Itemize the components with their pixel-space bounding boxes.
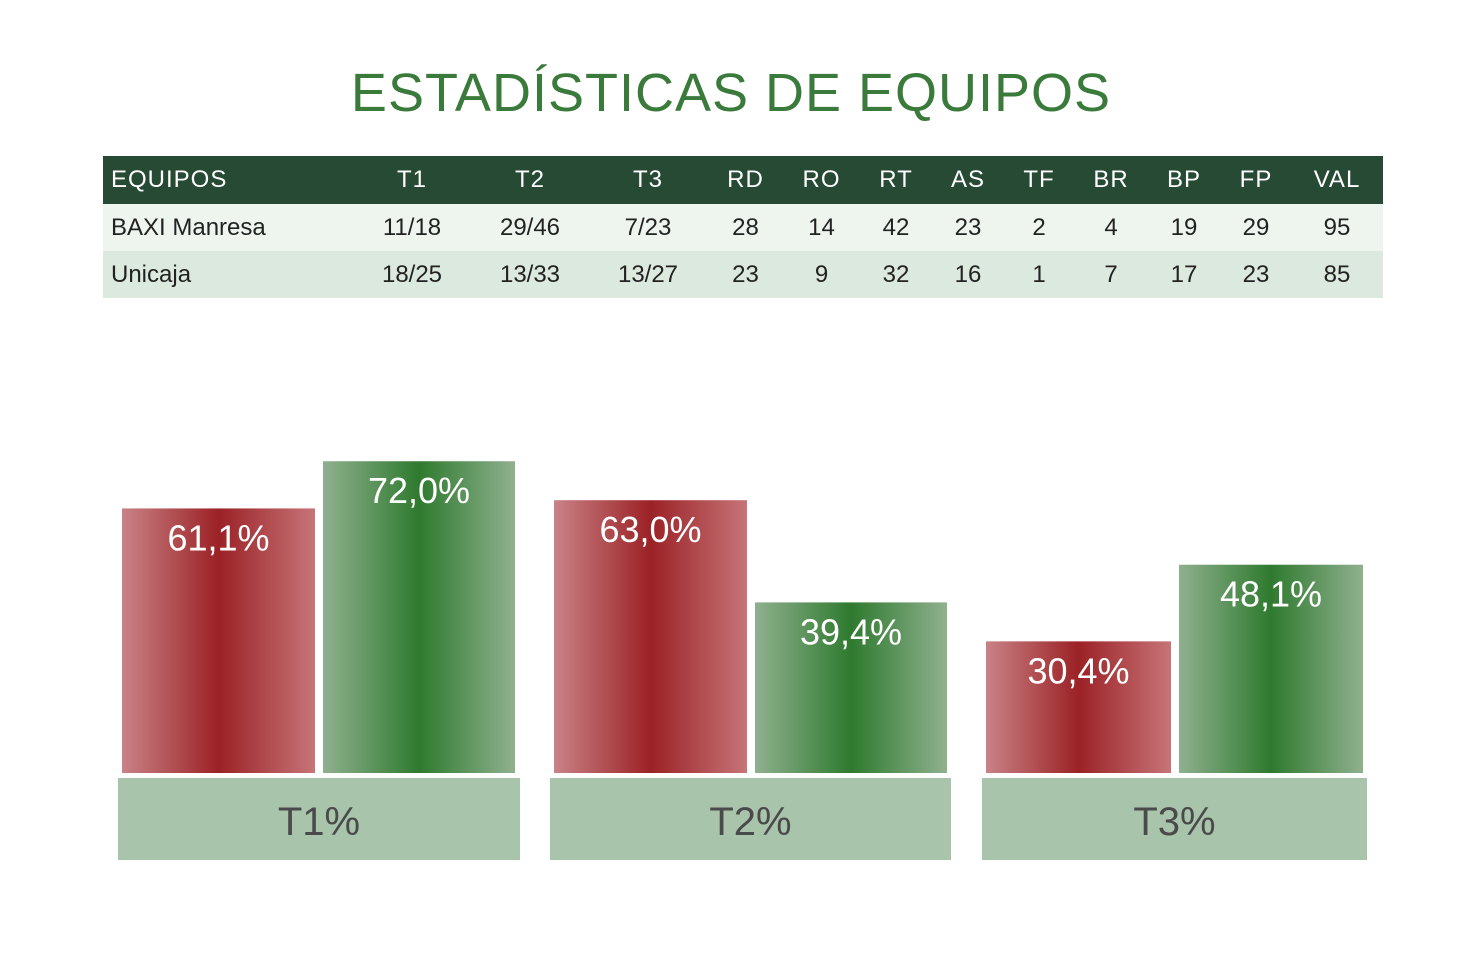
bar-series1-T3: [1179, 564, 1363, 773]
header-ro: RO: [784, 156, 859, 204]
bar-value-label: 30,4%: [1027, 650, 1129, 691]
cell-fp: 29: [1221, 204, 1291, 251]
header-as: AS: [933, 156, 1003, 204]
page-title: ESTADÍSTICAS DE EQUIPOS: [350, 63, 1112, 123]
header-fp: FP: [1221, 156, 1291, 204]
cell-team: BAXI Manresa: [103, 204, 353, 251]
cell-bp: 17: [1147, 251, 1221, 298]
header-rt: RT: [859, 156, 933, 204]
cell-ro: 14: [784, 204, 859, 251]
cell-t3: 13/27: [589, 251, 707, 298]
category-label: T2%: [709, 800, 791, 844]
bar-series0-T3: [986, 641, 1171, 773]
bar-value-label: 39,4%: [800, 611, 902, 652]
cell-val: 95: [1291, 204, 1383, 251]
cell-rt: 32: [859, 251, 933, 298]
category-label: T3%: [1133, 800, 1215, 844]
header-bp: BP: [1147, 156, 1221, 204]
bar-value-label: 61,1%: [167, 517, 269, 558]
bar-value-label: 72,0%: [368, 470, 470, 511]
cell-tf: 1: [1003, 251, 1075, 298]
bar-series1-T2: [755, 602, 947, 773]
bar-series0-T1: [122, 508, 315, 773]
cell-ro: 9: [784, 251, 859, 298]
cell-t1: 18/25: [353, 251, 471, 298]
table-row: BAXI Manresa 11/18 29/46 7/23 28 14 42 2…: [103, 204, 1383, 251]
cell-bp: 19: [1147, 204, 1221, 251]
cell-rd: 28: [707, 204, 784, 251]
bar-value-label: 48,1%: [1220, 574, 1322, 615]
header-val: VAL: [1291, 156, 1383, 204]
cell-t1: 11/18: [353, 204, 471, 251]
header-br: BR: [1075, 156, 1147, 204]
cell-val: 85: [1291, 251, 1383, 298]
table-row: Unicaja 18/25 13/33 13/27 23 9 32 16 1 7…: [103, 251, 1383, 298]
cell-br: 4: [1075, 204, 1147, 251]
cell-t3: 7/23: [589, 204, 707, 251]
category-box-2: [982, 778, 1367, 860]
category-label: T1%: [278, 800, 360, 844]
category-box-0: [118, 778, 520, 860]
header-tf: TF: [1003, 156, 1075, 204]
header-equipos: EQUIPOS: [103, 156, 353, 204]
header-t2: T2: [471, 156, 589, 204]
cell-rt: 42: [859, 204, 933, 251]
header-t1: T1: [353, 156, 471, 204]
bar-series0-T2: [554, 500, 747, 773]
cell-fp: 23: [1221, 251, 1291, 298]
cell-t2: 29/46: [471, 204, 589, 251]
bar-series1-T1: [323, 461, 515, 773]
cell-t2: 13/33: [471, 251, 589, 298]
cell-br: 7: [1075, 251, 1147, 298]
bar-value-label: 63,0%: [599, 509, 701, 550]
cell-tf: 2: [1003, 204, 1075, 251]
team-stats-table: EQUIPOS T1 T2 T3 RD RO RT AS TF BR BP FP…: [103, 156, 1383, 298]
cell-as: 23: [933, 204, 1003, 251]
table-header-row: EQUIPOS T1 T2 T3 RD RO RT AS TF BR BP FP…: [103, 156, 1383, 204]
cell-as: 16: [933, 251, 1003, 298]
category-box-1: [550, 778, 951, 860]
header-t3: T3: [589, 156, 707, 204]
cell-team: Unicaja: [103, 251, 353, 298]
cell-rd: 23: [707, 251, 784, 298]
header-rd: RD: [707, 156, 784, 204]
